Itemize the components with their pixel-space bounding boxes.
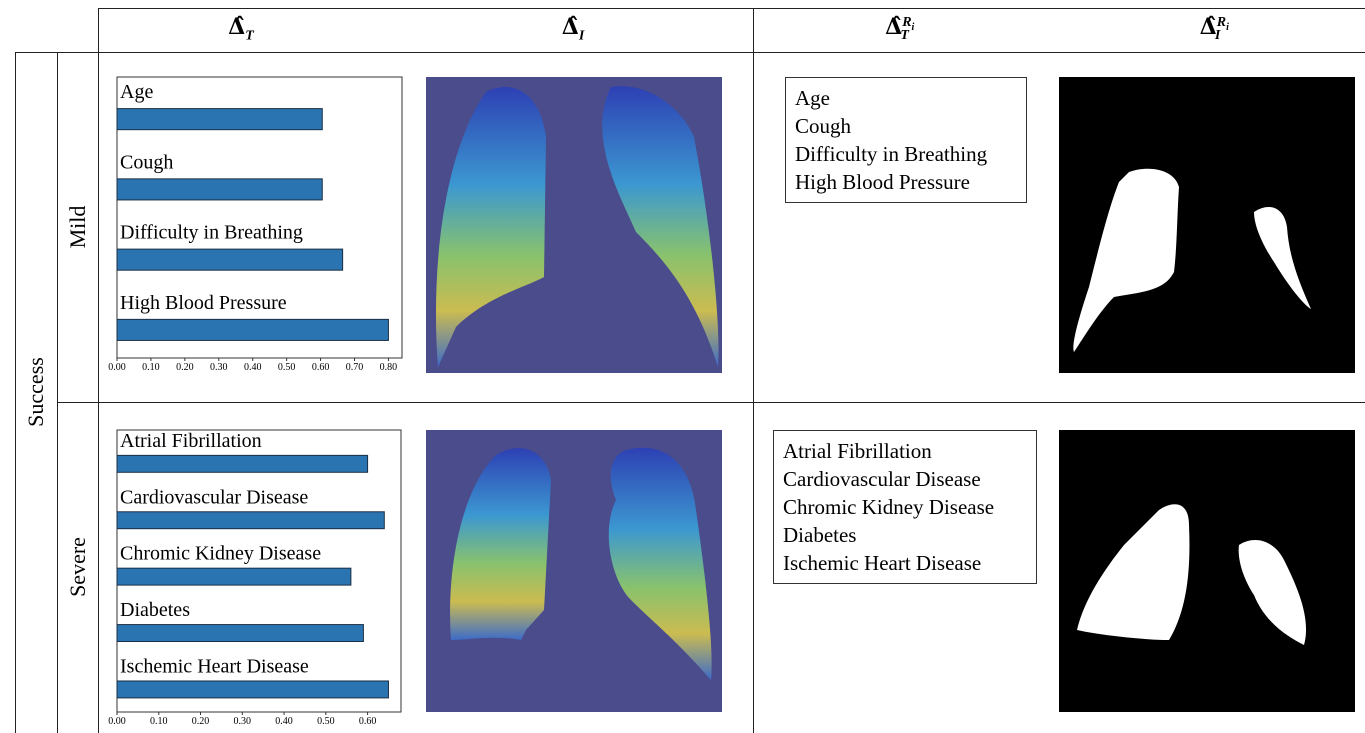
x-tick-label: 0.40 bbox=[275, 716, 293, 727]
column-header: Δ̂I bbox=[473, 14, 673, 44]
feature-item: Cardiovascular Disease bbox=[783, 465, 1027, 493]
feature-item: Difficulty in Breathing bbox=[795, 140, 1017, 168]
feature-item: Cough bbox=[795, 112, 1017, 140]
x-tick-label: 0.70 bbox=[346, 362, 364, 373]
bar-label: Age bbox=[120, 81, 153, 103]
row-label: Severe bbox=[65, 537, 91, 597]
bar bbox=[117, 319, 388, 340]
feature-item: Diabetes bbox=[783, 521, 1027, 549]
mask-image bbox=[1059, 77, 1355, 373]
bar bbox=[117, 179, 322, 200]
x-tick-label: 0.60 bbox=[359, 716, 377, 727]
bar bbox=[117, 625, 363, 642]
x-tick-label: 0.20 bbox=[192, 716, 210, 727]
x-tick-label: 0.00 bbox=[108, 362, 126, 373]
x-tick-label: 0.30 bbox=[234, 716, 252, 727]
bar bbox=[117, 568, 351, 585]
bar-label: Cough bbox=[120, 151, 173, 173]
mask-image bbox=[1059, 430, 1355, 712]
feature-item: Ischemic Heart Disease bbox=[783, 549, 1027, 577]
group-label: Success bbox=[23, 357, 49, 427]
x-tick-label: 0.50 bbox=[317, 716, 335, 727]
bar bbox=[117, 109, 322, 130]
bar bbox=[117, 681, 388, 698]
x-tick-label: 0.50 bbox=[278, 362, 296, 373]
bar-label: Atrial Fibrillation bbox=[120, 430, 262, 452]
bar bbox=[117, 249, 343, 270]
x-tick-label: 0.10 bbox=[142, 362, 160, 373]
rule bbox=[57, 402, 1365, 403]
bar bbox=[117, 512, 384, 529]
page: {"header": {"columns": [ {"symbol": "Δ̂"… bbox=[0, 0, 1365, 733]
row-label: Mild bbox=[65, 206, 91, 249]
heatmap-image bbox=[426, 430, 722, 712]
bar-label: Ischemic Heart Disease bbox=[120, 656, 309, 678]
x-tick-label: 0.20 bbox=[176, 362, 194, 373]
rule bbox=[57, 52, 58, 733]
heatmap-image bbox=[426, 77, 722, 373]
feature-item: Chromic Kidney Disease bbox=[783, 493, 1027, 521]
rule bbox=[15, 52, 16, 733]
bar-label: High Blood Pressure bbox=[120, 292, 287, 314]
bar-label: Cardiovascular Disease bbox=[120, 486, 308, 508]
x-tick-label: 0.80 bbox=[380, 362, 398, 373]
rule bbox=[98, 8, 99, 733]
x-tick-label: 0.30 bbox=[210, 362, 228, 373]
bar-chart: 0.00 0.10 0.20 0.30 0.40 0.50 0.60 0.70 0.80 Age C… bbox=[100, 70, 410, 382]
rule bbox=[15, 52, 1365, 53]
column-header: Δ̂RiT bbox=[797, 14, 997, 44]
x-tick-label: 0.40 bbox=[244, 362, 262, 373]
bar-label: Chromic Kidney Disease bbox=[120, 543, 321, 565]
rule bbox=[98, 8, 1365, 9]
column-header: Δ̂RiI bbox=[1110, 14, 1310, 44]
x-tick-label: 0.00 bbox=[108, 716, 126, 727]
bar-label: Difficulty in Breathing bbox=[120, 222, 303, 244]
column-header: Δ̂T bbox=[141, 14, 341, 44]
x-tick-label: 0.60 bbox=[312, 362, 330, 373]
feature-item: Age bbox=[795, 84, 1017, 112]
bar bbox=[117, 455, 368, 472]
x-tick-label: 0.10 bbox=[150, 716, 168, 727]
bar-label: Diabetes bbox=[120, 599, 190, 621]
rule bbox=[753, 8, 754, 733]
bar-chart: 0.00 0.10 0.20 0.30 0.40 0.50 0.60 Atrial Fibri… bbox=[100, 422, 410, 730]
feature-item: Atrial Fibrillation bbox=[783, 437, 1027, 465]
feature-item: High Blood Pressure bbox=[795, 168, 1017, 196]
